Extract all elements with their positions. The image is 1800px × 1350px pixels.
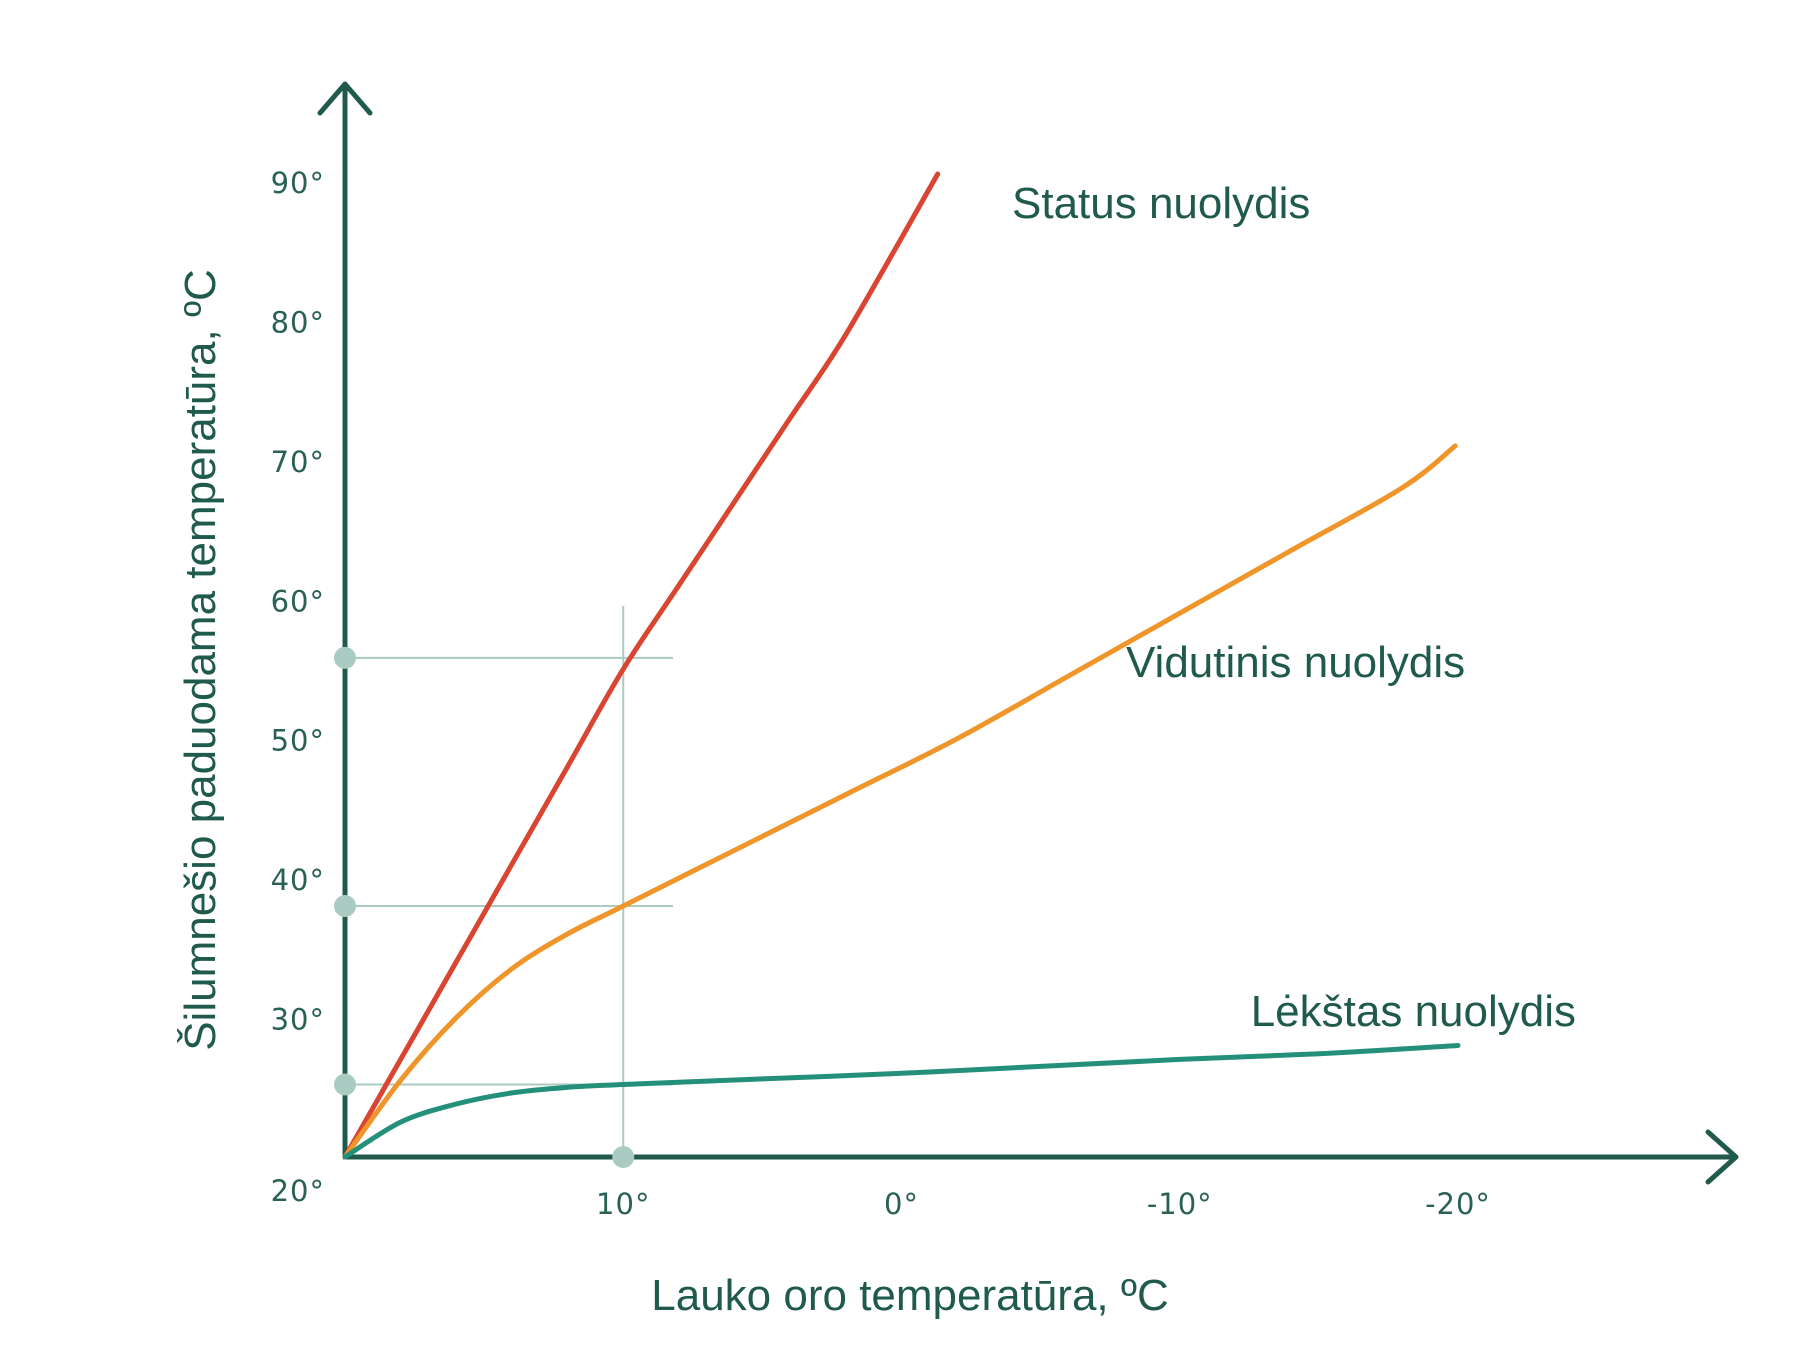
reference-marker-y <box>334 895 356 918</box>
x-tick-label: -10° <box>1147 1187 1213 1221</box>
y-tick-label: 30° <box>271 1003 325 1037</box>
x-axis-title: Lauko oro temperatūra, ºC <box>651 1271 1168 1320</box>
x-axis-arrow <box>1705 1129 1739 1185</box>
series-label-1: Status nuolydis <box>1012 179 1310 228</box>
reference-marker-y <box>334 646 356 669</box>
reference-marker-x <box>612 1146 635 1168</box>
series-labels: Status nuolydis Vidutinis nuolydis Lėkštas… <box>1012 179 1576 1036</box>
y-axis-title: Šilumnešio paduodama temperatūra, ºC <box>175 269 225 1051</box>
y-tick-label: 90° <box>271 166 325 200</box>
series <box>342 171 1461 1160</box>
series-label-3: Lėkštas nuolydis <box>1251 987 1576 1036</box>
x-tick-label: -20° <box>1425 1187 1491 1221</box>
y-tick-label: 40° <box>271 863 325 897</box>
series-line-3 <box>342 1043 1461 1160</box>
tick-labels: 20° 30° 40° 50° 60° 70° 80° 90° 10° 0° -10° -20° <box>271 166 1491 1221</box>
series-label-2: Vidutinis nuolydis <box>1126 638 1465 687</box>
reference-markers <box>334 646 635 1168</box>
x-tick-label: 0° <box>884 1187 919 1221</box>
y-tick-label: 70° <box>271 445 325 479</box>
y-tick-label: 80° <box>271 305 325 339</box>
reference-marker-y <box>334 1073 356 1096</box>
series-line-1 <box>342 171 941 1160</box>
series-line-2 <box>342 443 1458 1160</box>
y-tick-label: 20° <box>271 1174 325 1208</box>
axes <box>317 81 1739 1185</box>
y-tick-label: 60° <box>271 584 325 618</box>
x-tick-label: 10° <box>596 1187 650 1221</box>
y-tick-label: 50° <box>271 724 325 758</box>
y-axis-arrow <box>317 81 373 116</box>
